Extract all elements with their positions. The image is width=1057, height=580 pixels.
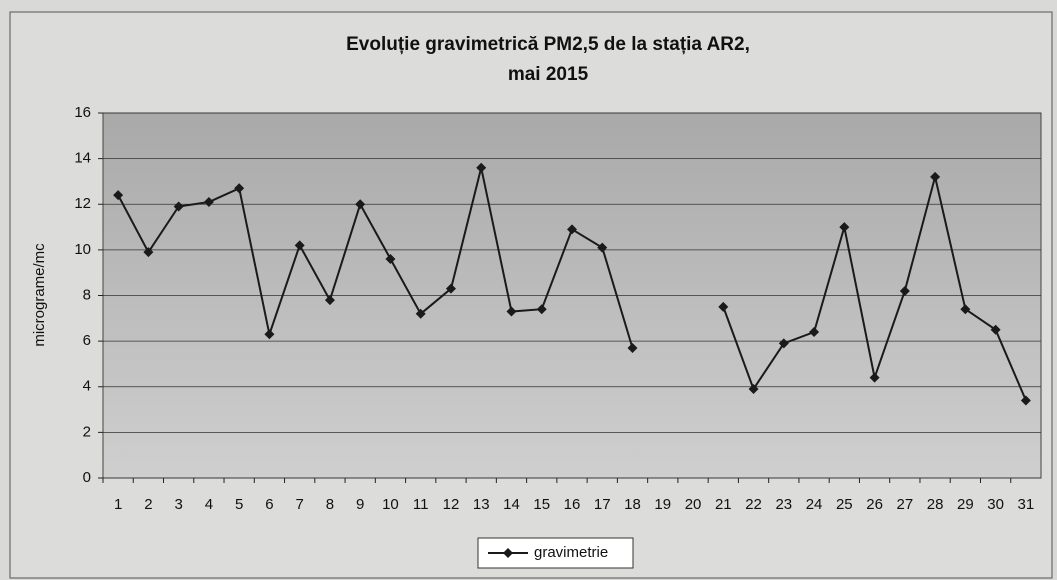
y-tick-label: 2 — [83, 423, 91, 440]
x-tick-label: 14 — [503, 496, 520, 513]
data-point — [415, 308, 426, 319]
data-point — [324, 295, 335, 306]
data-point — [899, 285, 910, 296]
data-point — [748, 384, 759, 395]
data-point — [113, 190, 124, 201]
x-tick-label: 5 — [235, 496, 243, 513]
x-tick-label: 17 — [594, 496, 611, 513]
x-tick-label: 6 — [265, 496, 273, 513]
x-tick-label: 25 — [836, 496, 853, 513]
legend-marker — [503, 548, 513, 558]
x-tick-label: 13 — [473, 496, 490, 513]
x-tick-label: 4 — [205, 496, 213, 513]
y-tick-label: 16 — [74, 104, 91, 121]
x-tick-label: 30 — [987, 496, 1004, 513]
data-point — [567, 224, 577, 235]
data-point — [355, 199, 366, 210]
x-tick-label: 28 — [927, 496, 944, 513]
x-tick-label: 9 — [356, 496, 364, 513]
y-tick-label: 0 — [83, 469, 91, 486]
x-tick-label: 23 — [775, 496, 792, 513]
y-tick-label: 10 — [74, 241, 91, 258]
y-tick-label: 6 — [83, 332, 91, 349]
y-axis-label: micrograme/mc — [31, 243, 48, 347]
x-tick-label: 29 — [957, 496, 974, 513]
chart-title: mai 2015 — [508, 64, 589, 85]
x-tick-label: 20 — [685, 496, 702, 513]
x-tick-label: 26 — [866, 496, 883, 513]
data-point — [445, 283, 456, 294]
x-tick-label: 19 — [654, 496, 671, 513]
data-point — [536, 304, 547, 315]
data-point — [476, 162, 487, 173]
data-point — [597, 242, 608, 253]
data-point — [264, 329, 275, 340]
x-tick-label: 21 — [715, 496, 732, 513]
x-tick-label: 12 — [443, 496, 460, 513]
x-tick-label: 8 — [326, 496, 334, 513]
legend-box — [477, 537, 634, 569]
data-point — [385, 254, 396, 264]
y-tick-label: 8 — [83, 286, 91, 303]
chart-title: Evoluție gravimetrică PM2,5 de la stația… — [346, 34, 750, 55]
y-tick-label: 4 — [83, 378, 91, 395]
x-tick-label: 22 — [745, 496, 762, 513]
data-point — [778, 338, 789, 349]
data-point — [869, 372, 880, 383]
data-point — [930, 171, 941, 182]
data-point — [718, 301, 729, 312]
data-point — [294, 240, 305, 251]
data-point — [173, 201, 184, 212]
x-tick-label: 2 — [144, 496, 152, 513]
data-point — [627, 342, 638, 353]
x-tick-label: 16 — [564, 496, 581, 513]
y-tick-label: 12 — [74, 195, 91, 212]
x-tick-label: 3 — [174, 496, 182, 513]
data-point — [506, 306, 517, 317]
x-tick-label: 7 — [296, 496, 304, 513]
x-tick-label: 27 — [896, 496, 913, 513]
y-tick-label: 14 — [74, 150, 91, 167]
x-tick-label: 15 — [533, 496, 550, 513]
data-point — [960, 304, 971, 315]
x-tick-label: 24 — [806, 496, 823, 513]
data-point — [1020, 395, 1031, 406]
data-point — [143, 247, 154, 258]
x-tick-label: 18 — [624, 496, 641, 513]
x-tick-label: 1 — [114, 496, 122, 513]
x-tick-label: 31 — [1018, 496, 1035, 513]
data-point — [839, 222, 850, 233]
data-point — [234, 183, 245, 194]
data-point — [990, 324, 1001, 335]
x-tick-label: 11 — [413, 496, 429, 513]
legend-label: gravimetrie — [534, 544, 608, 561]
x-tick-label: 10 — [382, 496, 399, 513]
data-point — [203, 196, 214, 207]
data-point — [809, 327, 820, 337]
